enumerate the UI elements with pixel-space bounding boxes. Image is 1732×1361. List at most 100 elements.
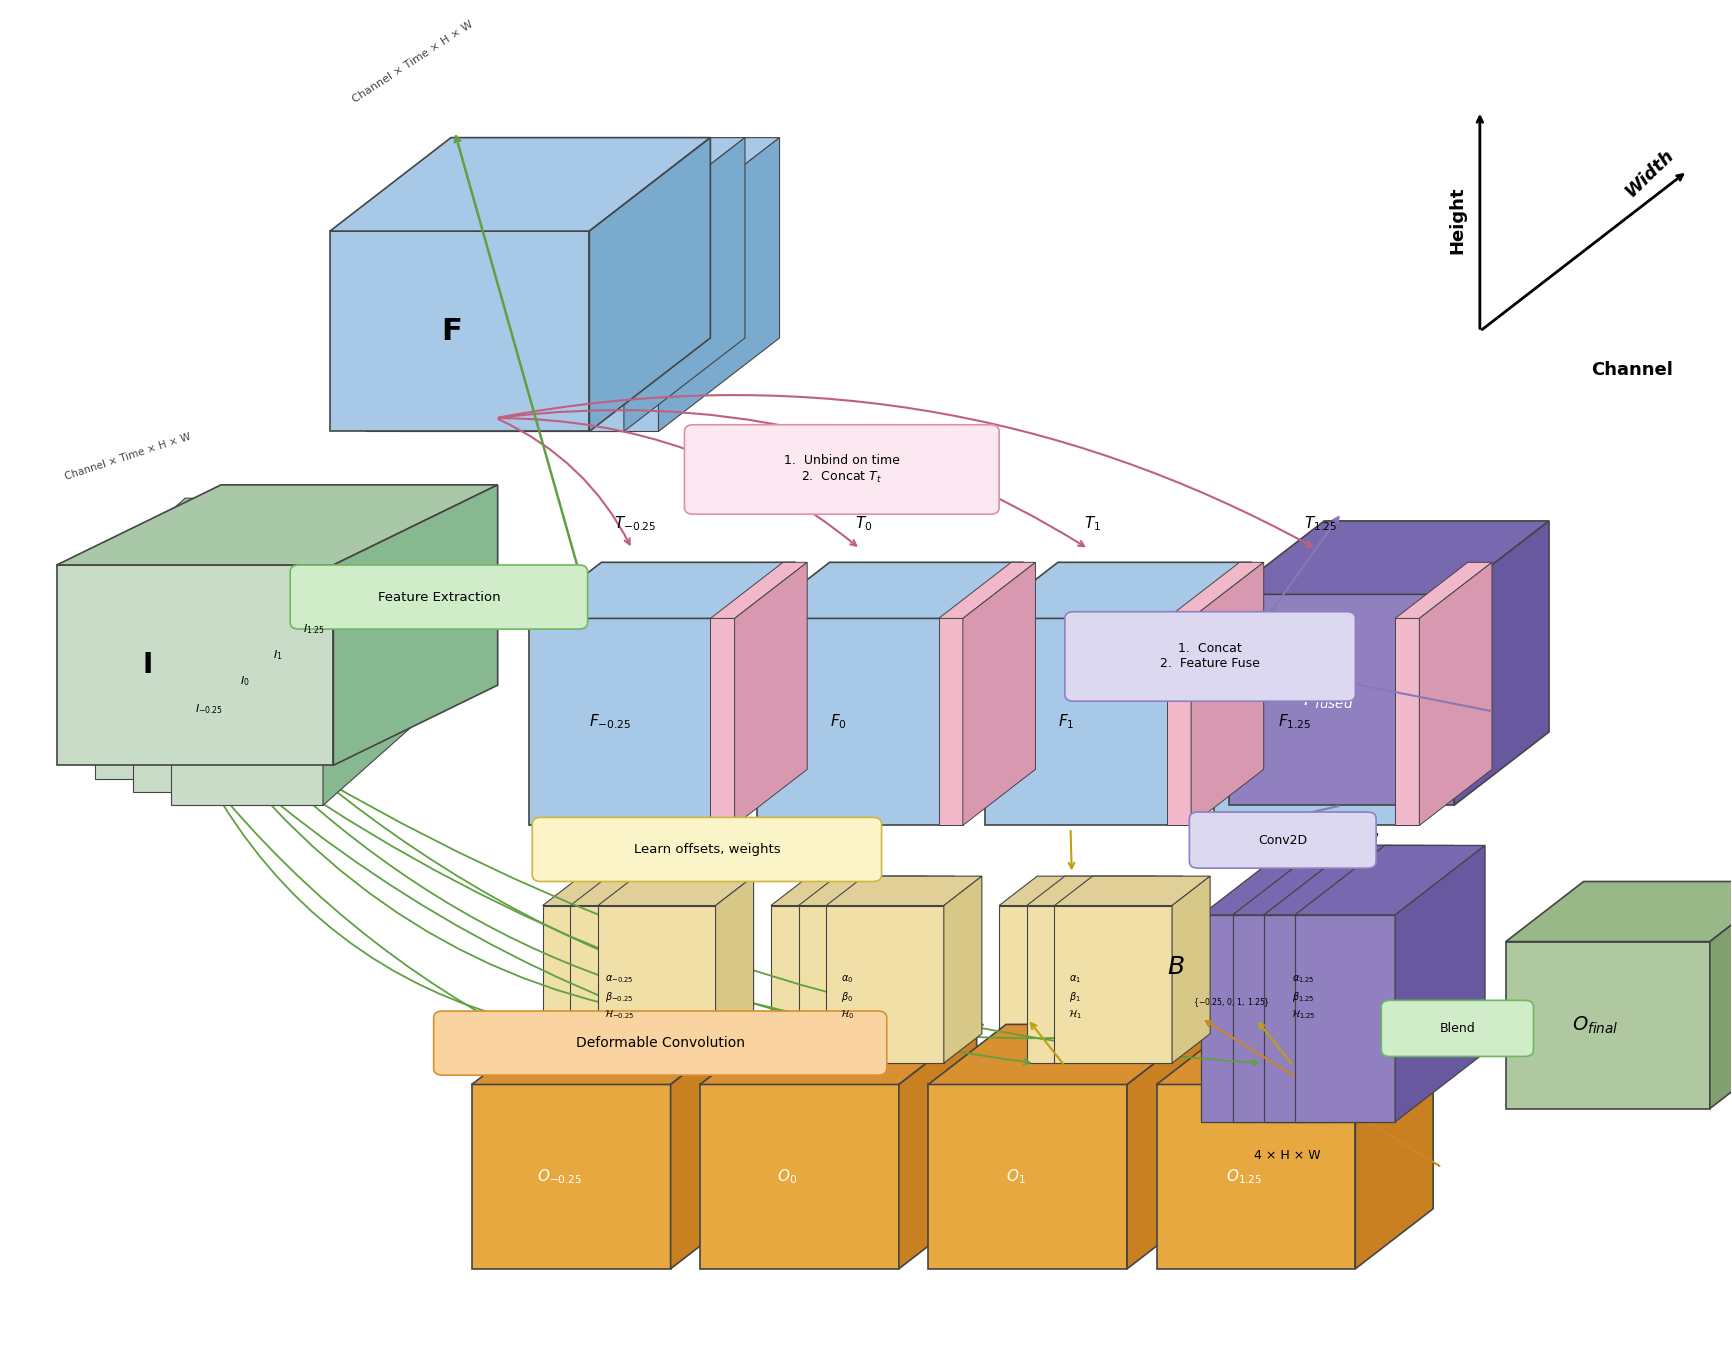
FancyBboxPatch shape xyxy=(1065,611,1356,701)
Polygon shape xyxy=(624,137,745,431)
Polygon shape xyxy=(1055,905,1173,1063)
Text: $F_{1.25}$: $F_{1.25}$ xyxy=(1278,713,1311,731)
Polygon shape xyxy=(286,512,376,792)
Polygon shape xyxy=(95,498,338,578)
Text: $I_{-0.25}$: $I_{-0.25}$ xyxy=(196,702,223,716)
Polygon shape xyxy=(939,562,1036,618)
Polygon shape xyxy=(757,618,951,825)
Polygon shape xyxy=(1365,845,1453,1121)
Polygon shape xyxy=(710,618,734,825)
Polygon shape xyxy=(1283,876,1438,905)
Polygon shape xyxy=(798,876,954,905)
Text: $O_{final}$: $O_{final}$ xyxy=(1573,1014,1619,1036)
Text: $F_0$: $F_0$ xyxy=(830,713,847,731)
Text: $\alpha_{1.25}$
$\beta_{1.25}$
$\mathcal{H}_{1.25}$: $\alpha_{1.25}$ $\beta_{1.25}$ $\mathcal… xyxy=(1292,973,1316,1021)
Polygon shape xyxy=(826,876,982,905)
Polygon shape xyxy=(1128,1025,1205,1268)
Text: $O_{1.25}$: $O_{1.25}$ xyxy=(1226,1168,1263,1185)
Polygon shape xyxy=(542,876,698,905)
Polygon shape xyxy=(133,592,286,792)
Polygon shape xyxy=(1228,876,1384,905)
Polygon shape xyxy=(1401,876,1438,1063)
Polygon shape xyxy=(1296,845,1484,915)
Text: $\alpha_1$
$\beta_1$
$\mathcal{H}_1$: $\alpha_1$ $\beta_1$ $\mathcal{H}_1$ xyxy=(1069,973,1082,1021)
Polygon shape xyxy=(1302,845,1393,1121)
Polygon shape xyxy=(700,1085,899,1268)
Polygon shape xyxy=(329,137,710,231)
Text: Height: Height xyxy=(1448,186,1467,255)
Text: $B$: $B$ xyxy=(1167,954,1185,979)
Polygon shape xyxy=(1214,618,1406,825)
Polygon shape xyxy=(1157,1025,1432,1085)
Polygon shape xyxy=(1406,562,1479,825)
Text: $T_{-0.25}$: $T_{-0.25}$ xyxy=(615,514,656,534)
Polygon shape xyxy=(1396,562,1491,618)
Polygon shape xyxy=(1228,905,1346,1063)
Polygon shape xyxy=(771,876,927,905)
Polygon shape xyxy=(963,562,1036,825)
Polygon shape xyxy=(1167,618,1192,825)
Polygon shape xyxy=(333,485,497,765)
Polygon shape xyxy=(986,618,1179,825)
Text: Channel × Time × H × W: Channel × Time × H × W xyxy=(64,431,192,482)
Polygon shape xyxy=(1117,876,1155,1063)
Polygon shape xyxy=(95,578,248,778)
FancyBboxPatch shape xyxy=(1382,1000,1533,1056)
Polygon shape xyxy=(1505,942,1709,1109)
Polygon shape xyxy=(999,905,1117,1063)
Polygon shape xyxy=(1296,915,1396,1121)
Text: $T_{1.25}$: $T_{1.25}$ xyxy=(1304,514,1337,534)
Polygon shape xyxy=(528,618,722,825)
Text: Conv2D: Conv2D xyxy=(1257,833,1308,847)
Polygon shape xyxy=(1334,845,1422,1121)
Text: I: I xyxy=(144,651,152,679)
Text: F: F xyxy=(442,317,462,346)
Polygon shape xyxy=(798,905,916,1063)
Polygon shape xyxy=(939,618,963,825)
Text: Channel × Time × H × W: Channel × Time × H × W xyxy=(350,19,475,105)
Text: $I_1$: $I_1$ xyxy=(274,648,282,661)
Polygon shape xyxy=(248,498,338,778)
Polygon shape xyxy=(916,876,954,1063)
Text: $F_1$: $F_1$ xyxy=(1058,713,1076,731)
Polygon shape xyxy=(570,905,688,1063)
Text: $T_0$: $T_0$ xyxy=(856,514,873,534)
Polygon shape xyxy=(1173,876,1211,1063)
Polygon shape xyxy=(133,512,376,592)
Polygon shape xyxy=(1396,618,1419,825)
Text: $I_{1.25}$: $I_{1.25}$ xyxy=(303,622,326,636)
Polygon shape xyxy=(670,1025,748,1268)
FancyBboxPatch shape xyxy=(291,565,587,629)
Polygon shape xyxy=(944,876,982,1063)
Polygon shape xyxy=(1055,876,1211,905)
Polygon shape xyxy=(660,876,698,1063)
Polygon shape xyxy=(1419,562,1491,825)
Polygon shape xyxy=(700,1025,977,1085)
Polygon shape xyxy=(1214,562,1479,618)
Polygon shape xyxy=(398,137,779,231)
Text: Channel: Channel xyxy=(1592,361,1673,378)
Polygon shape xyxy=(1453,521,1548,806)
Polygon shape xyxy=(1167,562,1264,618)
Polygon shape xyxy=(329,231,589,431)
Text: Blend: Blend xyxy=(1439,1022,1476,1034)
Polygon shape xyxy=(1027,876,1183,905)
Polygon shape xyxy=(1192,562,1264,825)
Text: Learn offsets, weights: Learn offsets, weights xyxy=(634,842,779,856)
Text: 1.  Unbind on time
2.  Concat $T_t$: 1. Unbind on time 2. Concat $T_t$ xyxy=(785,455,899,485)
Polygon shape xyxy=(471,1085,670,1268)
Polygon shape xyxy=(710,562,807,618)
Polygon shape xyxy=(598,876,753,905)
Polygon shape xyxy=(928,1085,1128,1268)
Polygon shape xyxy=(1157,1085,1356,1268)
Text: 1.  Concat
2.  Feature Fuse: 1. Concat 2. Feature Fuse xyxy=(1160,642,1261,671)
Polygon shape xyxy=(1346,876,1384,1063)
Polygon shape xyxy=(1373,876,1410,1063)
Polygon shape xyxy=(1230,595,1453,806)
Polygon shape xyxy=(771,905,889,1063)
Polygon shape xyxy=(826,905,944,1063)
Polygon shape xyxy=(757,562,1024,618)
Polygon shape xyxy=(1264,845,1453,915)
Polygon shape xyxy=(1230,521,1548,595)
Polygon shape xyxy=(542,905,660,1063)
